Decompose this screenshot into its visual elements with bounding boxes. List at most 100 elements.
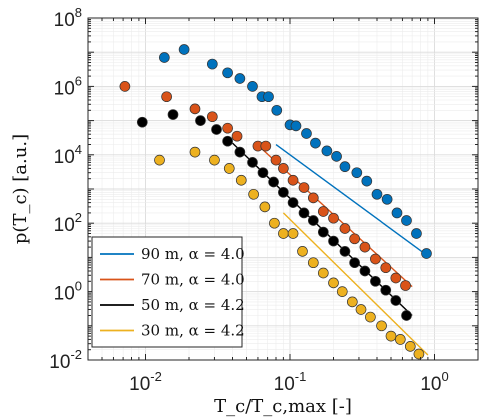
y-tick-label: 100 [54,279,82,305]
y-tick-label-base: 10 [54,10,75,31]
data-point [154,154,165,166]
data-point [222,135,233,147]
x-tick-label-exponent: -2 [150,369,162,384]
data-point [119,81,131,92]
y-tick-label: 10-2 [49,347,82,373]
data-point [297,246,308,257]
x-tick-label: 10-2 [129,369,162,395]
data-point [222,67,233,79]
data-point [248,188,259,200]
data-point [235,174,247,186]
data-point [158,52,170,63]
y-tick-label-base: 10 [49,352,70,373]
data-point [380,262,392,274]
data-point [209,154,220,166]
data-point [413,348,425,360]
data-point [349,257,360,269]
x-tick-label: 10-1 [274,369,307,395]
data-point [259,201,271,213]
data-point [298,207,310,219]
data-point [290,120,302,132]
data-point [339,161,351,173]
data-point [339,223,351,234]
data-point [310,137,321,149]
data-point [394,334,406,345]
data-point [421,248,432,259]
data-point [268,176,279,188]
data-point [361,175,373,187]
data-point [321,145,333,157]
data-point [331,151,342,162]
data-point [206,58,218,70]
y-tick-label: 102 [54,210,82,236]
data-point [380,284,392,296]
data-point [339,246,351,257]
data-point [385,330,397,342]
y-tick-label-exponent: 2 [75,210,82,225]
data-point [400,280,411,291]
data-point [211,124,222,135]
y-tick-label-exponent: 4 [75,142,82,157]
data-point [189,146,201,158]
data-point [401,310,412,321]
data-point [278,228,289,239]
x-axis-label: T_c/T_c,max [-] [214,396,352,417]
data-point [307,192,319,204]
data-point [355,304,367,315]
data-point [287,197,299,208]
data-points [119,44,432,360]
data-point [317,226,329,238]
legend-box [91,236,243,348]
data-point [346,296,358,308]
legend-label: 70 m, α = 4.0 [141,271,245,289]
legend: 90 m, α = 4.0 70 m, α = 4.0 50 m, α = 4.2 3… [91,236,245,348]
data-point [391,207,403,219]
fit-line [282,212,429,356]
data-point [189,103,201,115]
data-point [287,174,299,186]
data-point [371,188,383,200]
y-tick-label-exponent: 6 [75,73,82,88]
data-point [257,167,269,179]
data-point [336,286,348,297]
data-point [178,44,190,55]
data-point [307,257,319,269]
y-tick-label-base: 10 [54,78,75,99]
data-point [390,295,402,306]
x-tick-label-base: 10 [129,374,150,395]
data-point [270,154,282,166]
data-point [349,233,360,245]
data-point [223,163,235,174]
fit-line [275,143,429,257]
data-point [370,275,381,287]
y-axis-label: p(T_c) [a.u.] [10,134,31,244]
data-point [195,115,206,126]
data-point [161,91,172,103]
data-point [260,140,272,152]
data-point [234,146,246,158]
data-point [317,267,329,279]
data-point [307,215,319,226]
y-tick-label: 104 [54,142,82,168]
data-point [365,311,376,323]
y-tick-label-base: 10 [54,215,75,236]
y-tick-label-exponent: -2 [70,347,82,362]
data-point [206,111,218,123]
data-point [401,215,412,226]
data-point [278,186,289,198]
data-point [351,167,363,179]
y-tick-label: 108 [54,5,82,31]
y-tick-label-base: 10 [54,147,75,168]
data-point [234,73,246,84]
data-point [247,157,258,168]
data-point [287,228,299,239]
data-point [390,272,402,284]
y-tick-label-base: 10 [54,284,75,305]
data-point [301,128,312,139]
x-tick-label-base: 10 [274,374,295,395]
data-point [231,130,243,142]
data-point [136,116,148,128]
y-tick-label-exponent: 0 [75,279,82,294]
